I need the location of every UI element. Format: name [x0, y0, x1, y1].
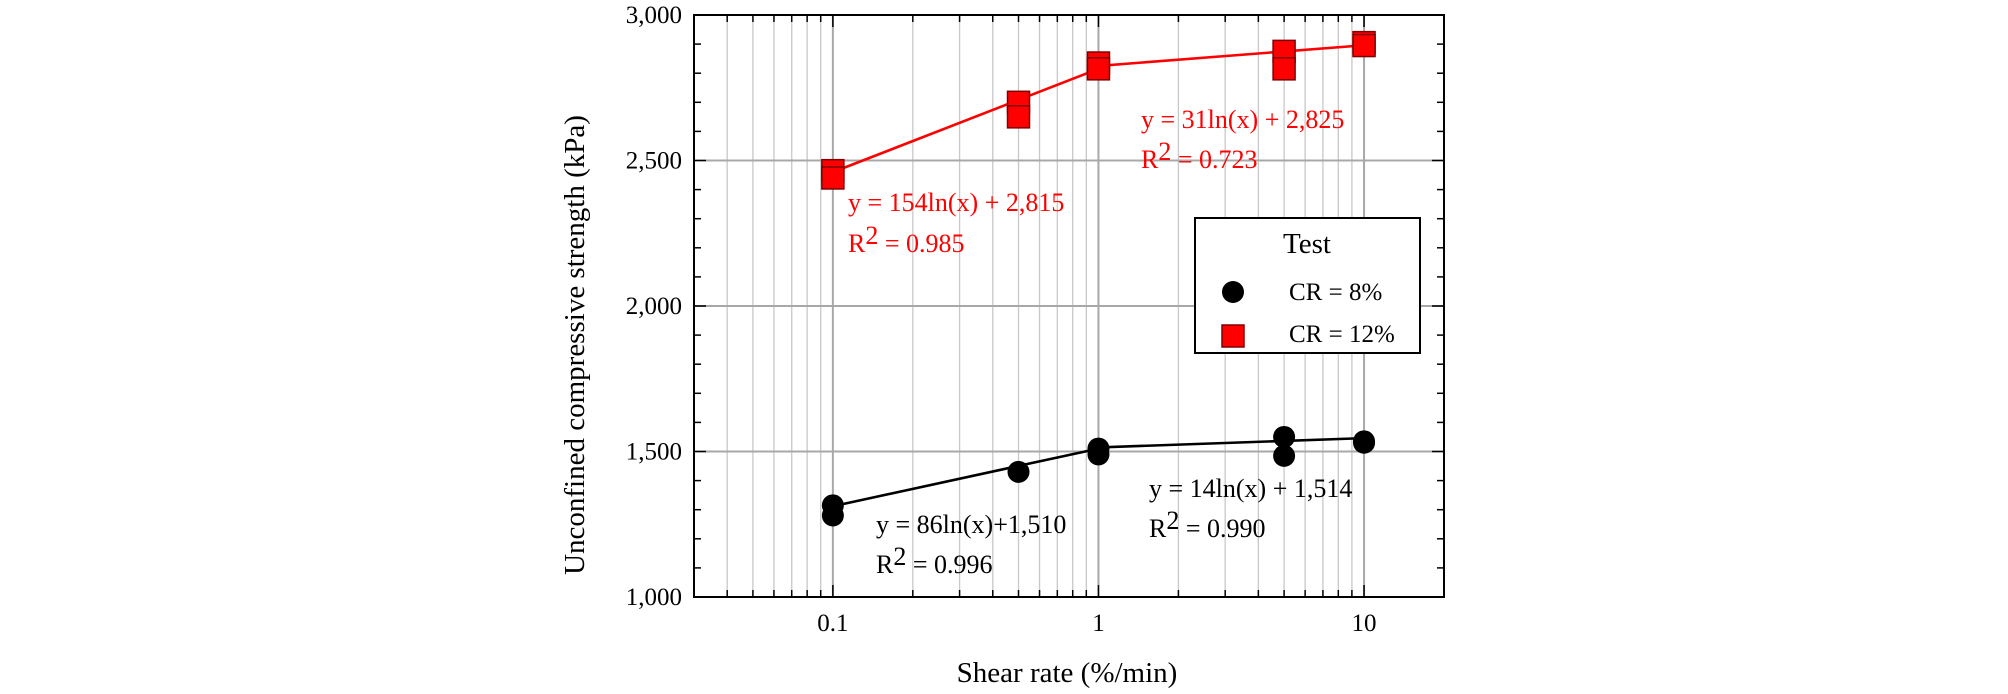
- y-tick-label: 2,000: [626, 293, 682, 320]
- data-point-cr8: [1273, 444, 1296, 467]
- trendline-equation: y = 14ln(x) + 1,514: [1149, 474, 1352, 503]
- r-squared-label: R2 = 0.996: [876, 542, 993, 579]
- y-tick-label: 2,500: [626, 148, 682, 175]
- data-point-cr12: [1006, 105, 1031, 129]
- y-axis-label: Unconfined compressive strength (kPa): [559, 115, 591, 575]
- tick-labels: 0.1 1 10 1,000 1,500 2,000 2,500 3,000: [626, 2, 1377, 637]
- legend-label-cr8: CR = 8%: [1289, 279, 1382, 306]
- legend-title: Test: [1283, 228, 1331, 260]
- legend-marker-cr12: [1221, 324, 1245, 348]
- r-squared-label: R2 = 0.985: [848, 221, 965, 258]
- x-tick-label: 0.1: [817, 610, 848, 637]
- data-point-cr8: [1087, 443, 1110, 466]
- x-tick-label: 1: [1092, 610, 1105, 637]
- trendline-equation: y = 154ln(x) + 2,815: [848, 188, 1064, 217]
- trendline: [832, 447, 1099, 508]
- data-point-cr12: [1086, 57, 1111, 81]
- y-tick-label: 1,000: [626, 584, 682, 611]
- trendline: [832, 67, 1099, 174]
- markers: [821, 30, 1376, 527]
- trendline: [1098, 43, 1365, 68]
- data-point-cr8: [821, 504, 844, 527]
- trendlines: [832, 43, 1365, 508]
- trendline-equation: y = 31ln(x) + 2,825: [1141, 105, 1344, 134]
- data-point-cr8: [1007, 460, 1030, 483]
- y-tick-label: 3,000: [626, 2, 682, 29]
- data-point-cr12: [1352, 33, 1376, 58]
- data-point-cr8: [1353, 431, 1376, 454]
- data-point-cr12: [821, 166, 845, 190]
- legend-label-cr12: CR = 12%: [1289, 321, 1395, 348]
- x-axis-label: Shear rate (%/min): [957, 657, 1178, 689]
- x-tick-label: 10: [1352, 610, 1377, 637]
- axis-ticks: [693, 14, 1445, 598]
- trendline-equation: y = 86ln(x)+1,510: [876, 510, 1066, 539]
- r-squared-label: R2 = 0.990: [1149, 506, 1266, 543]
- legend-marker-cr8: [1222, 281, 1244, 303]
- data-point-cr8: [1273, 425, 1296, 448]
- legend: Test CR = 8% CR = 12%: [1194, 217, 1421, 354]
- y-tick-label: 1,500: [626, 439, 682, 466]
- r-squared-label: R2 = 0.723: [1141, 137, 1258, 174]
- data-point-cr12: [1272, 57, 1296, 81]
- trendline: [1098, 436, 1365, 449]
- trendline-annotations: y = 154ln(x) + 2,815 R2 = 0.985 y = 31ln(x…: [848, 105, 1352, 579]
